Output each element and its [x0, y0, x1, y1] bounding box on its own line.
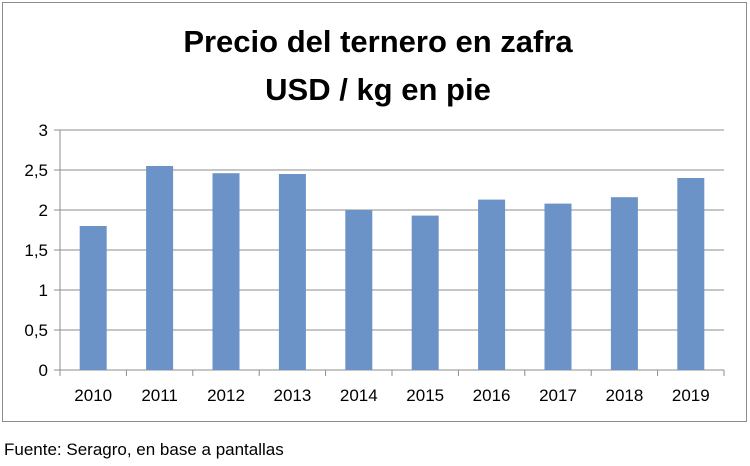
bar-2019: [677, 178, 705, 370]
x-tick-label: 2017: [539, 386, 577, 405]
bar-2011: [146, 166, 174, 370]
x-tick-label: 2012: [207, 386, 245, 405]
bar-2015: [411, 215, 439, 370]
bar-2013: [278, 174, 306, 370]
y-tick-label: 3: [39, 121, 48, 140]
y-tick-labels: 0 0,5 1 1,5 2 2,5 3: [24, 121, 48, 380]
y-tick-label: 2: [39, 201, 48, 220]
x-tick-label: 2010: [74, 386, 112, 405]
bar-chart: Precio del ternero en zafra USD / kg en …: [24, 24, 725, 405]
bar-2017: [544, 203, 572, 370]
x-tick-label: 2019: [672, 386, 710, 405]
x-tick-labels: 2010 2011 2012 2013 2014 2015 2016 2017 2018 2019: [74, 386, 709, 405]
x-tick-label: 2011: [141, 386, 178, 405]
y-tick-label: 0: [39, 361, 48, 380]
bars: [79, 166, 705, 370]
x-tick-label: 2015: [406, 386, 444, 405]
bar-2012: [212, 173, 240, 370]
x-tick-label: 2018: [605, 386, 643, 405]
bar-2010: [79, 226, 107, 370]
bar-2018: [610, 197, 638, 370]
x-tick-label: 2014: [340, 386, 378, 405]
y-tick-label: 1: [39, 281, 48, 300]
chart-title: Precio del ternero en zafra: [183, 24, 573, 59]
y-tick-label: 1,5: [24, 241, 48, 260]
y-tick-label: 0,5: [24, 321, 48, 340]
x-tick-label: 2013: [273, 386, 311, 405]
y-tick-label: 2,5: [24, 161, 48, 180]
bar-2016: [478, 199, 506, 370]
chart-subtitle: USD / kg en pie: [265, 72, 491, 107]
source-note: Fuente: Seragro, en base a pantallas: [4, 440, 284, 459]
x-tick-label: 2016: [473, 386, 511, 405]
bar-2014: [345, 210, 373, 370]
